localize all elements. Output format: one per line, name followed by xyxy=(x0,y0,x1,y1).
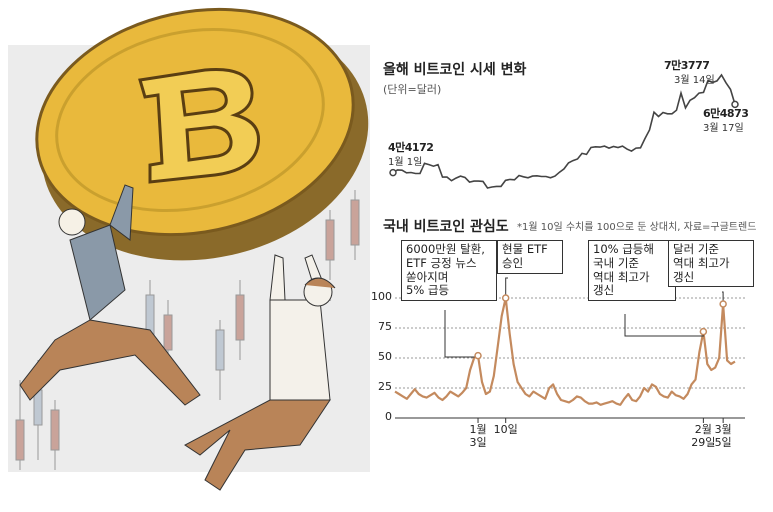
chart-title: 올해 비트코인 시세 변화 xyxy=(383,62,527,78)
y-tick-label: 50 xyxy=(378,350,392,363)
point-marker xyxy=(719,300,727,308)
chart-title: 국내 비트코인 관심도 xyxy=(383,219,509,235)
y-tick-label: 0 xyxy=(385,410,392,423)
annotation-value: 4만4172 xyxy=(388,141,434,154)
person-1 xyxy=(19,184,201,406)
x-tick-label: 3월 5일 xyxy=(714,423,732,449)
annotation-date: 1월 1일 xyxy=(388,157,423,168)
candles xyxy=(15,190,360,470)
annotation-date: 3월 17일 xyxy=(703,123,744,134)
y-tick-label: 75 xyxy=(378,320,392,333)
x-tick-label: 10일 xyxy=(493,423,518,436)
point-marker xyxy=(501,294,510,302)
leader-line xyxy=(722,291,724,304)
y-tick-label: 100 xyxy=(371,290,392,303)
leader-line xyxy=(624,314,704,337)
annotation-date: 3월 14일 xyxy=(674,75,715,86)
y-tick-label: 25 xyxy=(378,380,392,393)
annotation-value: 6만4873 xyxy=(703,107,749,120)
annotation-box: 6000만원 탈환, ETF 긍정 뉴스 쏟아지며 5% 급등 xyxy=(401,240,497,302)
leader-line xyxy=(505,277,508,298)
point-marker xyxy=(699,327,708,336)
annotation-box: 10% 급등해 국내 기준 역대 최고가 갱신 xyxy=(588,240,676,302)
point-marker xyxy=(389,168,397,177)
person-2 xyxy=(184,254,336,491)
chart-subtitle: *1월 10일 수치를 100으로 둔 상대치, 자료=구글트렌드 xyxy=(517,222,757,233)
leader-line xyxy=(444,310,479,358)
x-tick-label: 2월 29일 xyxy=(691,423,716,449)
annotation-box: 현물 ETF 승인 xyxy=(497,240,563,274)
chart-subtitle: (단위=달러) xyxy=(383,83,442,96)
point-marker xyxy=(474,351,482,360)
x-tick-label: 1월 3일 xyxy=(469,423,487,449)
point-marker xyxy=(731,100,739,109)
interest-line xyxy=(394,296,736,406)
price-line xyxy=(392,73,736,189)
annotation-box: 달러 기준 역대 최고가 갱신 xyxy=(668,240,754,288)
annotation-value: 7만3777 xyxy=(664,59,710,72)
